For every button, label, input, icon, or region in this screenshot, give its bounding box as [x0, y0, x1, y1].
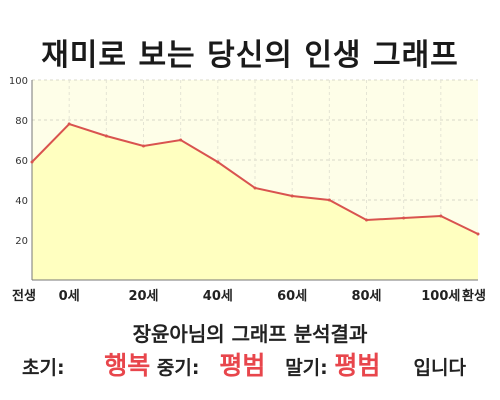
x-tick-label: 20세 — [128, 289, 158, 304]
y-tick-label: 60 — [15, 156, 28, 167]
data-point — [439, 214, 443, 218]
x-tick-label: 0세 — [59, 289, 80, 304]
late-label: 말기: — [285, 357, 328, 379]
x-tick-label: 40세 — [203, 289, 233, 304]
mid-value: 평범 — [219, 351, 266, 380]
x-tick-label: 환생 — [462, 288, 486, 304]
y-tick-label: 40 — [15, 196, 28, 207]
mid-label: 중기: — [156, 357, 200, 379]
x-axis-ticks: 전생 0세 20세 40세 60세 80세 100세 환생 — [12, 288, 486, 304]
early-label: 초기: — [22, 357, 65, 379]
y-axis-ticks: 20 40 60 80 100 — [9, 76, 28, 247]
data-point — [30, 160, 34, 164]
data-point — [179, 138, 183, 142]
x-tick-label: 80세 — [351, 289, 381, 304]
data-point — [290, 194, 294, 198]
data-point — [476, 232, 480, 236]
x-tick-label: 전생 — [12, 288, 36, 304]
data-point — [104, 134, 108, 138]
x-tick-label: 60세 — [277, 289, 307, 304]
y-tick-label: 20 — [15, 236, 28, 247]
page-title: 재미로 보는 당신의 인생 그래프 — [41, 38, 459, 73]
area-fill — [32, 124, 478, 280]
data-point — [365, 218, 368, 222]
data-point — [402, 216, 406, 220]
stage-verdict: 초기: 행복 중기: 평범 말기: 평범 입니다 — [22, 346, 492, 382]
data-point — [216, 160, 220, 164]
data-point — [253, 186, 257, 190]
y-tick-label: 100 — [9, 76, 28, 87]
data-point — [327, 198, 331, 202]
x-tick-label: 100세 — [421, 289, 460, 304]
data-point — [67, 122, 71, 126]
analysis-summary: 장윤아님의 그래프 분석결과 — [132, 322, 368, 346]
verdict-suffix: 입니다 — [413, 357, 466, 379]
data-point — [142, 144, 145, 148]
late-value: 평범 — [334, 351, 381, 380]
y-tick-label: 80 — [15, 116, 28, 127]
early-value: 행복 — [104, 351, 151, 380]
